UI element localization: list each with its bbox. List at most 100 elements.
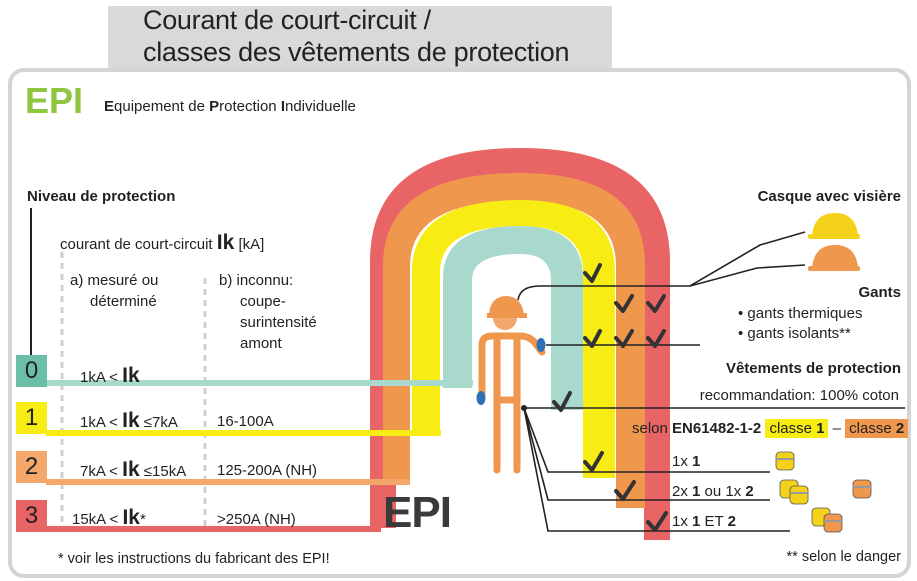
level-2-suffix: ≤15kA: [139, 463, 187, 480]
check-helmet-yellow: [583, 263, 602, 283]
title-line-2: classes des vêtements de protection: [143, 37, 570, 67]
selon-line: selon EN61482-1-2 classe 1 – classe 2: [632, 419, 909, 438]
level-0-prefix: 1kA <: [80, 369, 123, 386]
row3-num1: 1: [692, 513, 701, 530]
subtitle-rest-p: rotection: [219, 98, 281, 115]
level-bar-1: [46, 430, 441, 436]
check-glove-yellow: [583, 329, 602, 348]
classe-1-badge: classe 1: [765, 419, 829, 438]
level-3-ik: Ik: [122, 506, 140, 529]
clothing-row-1: 1x 1: [672, 453, 700, 470]
row3-prefix: 1x: [672, 513, 688, 530]
level-bar-2: [46, 479, 410, 485]
selon-norm: EN61482-1-2: [672, 420, 762, 437]
row1-num: 1: [692, 453, 701, 470]
check-cloth-orange: [614, 480, 636, 501]
epi-subtitle: Equipement de Protection Individuelle: [104, 98, 356, 115]
arch-orange: [383, 173, 645, 508]
check-marks: [552, 263, 668, 532]
level-1-ik: Ik: [122, 409, 140, 432]
classe-2-badge: classe 2: [845, 419, 909, 438]
vetements-label: Vêtements de protection: [725, 360, 901, 377]
check-glove-orange: [614, 329, 634, 348]
classe-1-num: 1: [816, 420, 825, 437]
check-cloth-teal: [552, 391, 572, 412]
level-0-range: 1kA < Ik: [80, 364, 140, 388]
level-1-prefix: 1kA <: [80, 414, 123, 431]
classe-2-num: 2: [895, 420, 905, 437]
level-box-3: 3: [16, 500, 47, 532]
gants-label: Gants: [858, 284, 901, 301]
helmet-icon-yellow: [808, 213, 860, 239]
level-2-prefix: 7kA <: [80, 463, 123, 480]
row3-mid: ET: [704, 513, 724, 530]
row2-num2: 2: [745, 483, 754, 500]
casque-label: Casque avec visière: [757, 188, 901, 205]
title-line-1: Courant de court-circuit /: [143, 5, 431, 35]
level-3-fuse: >250A (NH): [217, 511, 296, 528]
col-b-line1: b) inconnu:: [219, 272, 294, 289]
col-b-line4: amont: [240, 335, 282, 352]
classe-1-label: classe: [769, 420, 812, 437]
level-box-0: 0: [16, 355, 47, 387]
col-b-line2: coupe-: [240, 293, 286, 310]
recommandation-text: recommandation: 100% coton: [699, 387, 899, 404]
connector-node: [521, 405, 527, 411]
level-2-ik: Ik: [122, 458, 140, 481]
level-0-ik: Ik: [122, 364, 140, 387]
courant-unit: [kA]: [238, 236, 265, 253]
courant-text: courant de court-circuit: [60, 236, 213, 253]
gants-item-1: • gants thermiques: [738, 305, 863, 322]
col-a-line2: déterminé: [90, 293, 157, 310]
classe-dash: –: [832, 420, 841, 437]
epi-heading: EPI: [25, 80, 84, 121]
gants-item-2: • gants isolants**: [738, 325, 851, 342]
arch-yellow: [412, 200, 615, 478]
jacket-icon-combo: [811, 507, 843, 533]
level-bar-3: [46, 526, 381, 532]
content-frame: [8, 68, 911, 578]
check-helmet-red: [646, 294, 666, 313]
level-2-fuse: 125-200A (NH): [217, 462, 318, 479]
subtitle-initial-e: E: [104, 98, 115, 115]
subtitle-initial-p: P: [209, 98, 220, 115]
level-2-range: 7kA < Ik ≤15kA: [80, 458, 186, 482]
courant-ik-symbol: Ik: [216, 231, 235, 254]
clothing-row-3: 1x 1 ET 2: [672, 513, 736, 530]
col-b-line3: surintensité: [240, 314, 317, 331]
jacket-icon-yellow-2: [779, 479, 809, 505]
row1-prefix: 1x: [672, 453, 688, 470]
connector-lines: [517, 231, 905, 532]
classe-2-label: classe: [849, 420, 892, 437]
level-3-prefix: 15kA <: [72, 511, 123, 528]
check-cloth-red: [646, 511, 668, 532]
row2-num1: 1: [692, 483, 701, 500]
row3-num2: 2: [727, 513, 736, 530]
level-3-range: 15kA < Ik*: [72, 506, 146, 530]
jacket-icon-orange-1: [852, 479, 872, 499]
courant-label: courant de court-circuit Ik [kA]: [60, 231, 264, 255]
level-1-fuse: 16-100A: [217, 413, 274, 430]
level-box-1: 1: [16, 402, 47, 434]
level-3-suffix: *: [139, 511, 146, 528]
niveau-label: Niveau de protection: [27, 188, 176, 205]
check-helmet-orange: [614, 294, 634, 313]
col-a-line1: a) mesuré ou: [70, 272, 159, 289]
level-box-2: 2: [16, 451, 47, 483]
check-cloth-yellow: [583, 451, 604, 472]
subtitle-rest-i: ndividuelle: [284, 98, 356, 115]
row2-mid: ou 1x: [704, 483, 742, 500]
level-bar-0: [46, 380, 473, 386]
subtitle-rest-e: quipement de: [114, 98, 210, 115]
level-1-suffix: ≤7kA: [139, 414, 178, 431]
helmet-icon-orange: [808, 245, 860, 271]
level-1-range: 1kA < Ik ≤7kA: [80, 409, 178, 433]
row2-prefix: 2x: [672, 483, 688, 500]
subtitle-initial-i: I: [280, 98, 285, 115]
title-box: [108, 6, 612, 72]
selon-prefix: selon: [632, 420, 668, 437]
footnote-right: ** selon le danger: [786, 549, 901, 565]
epi-big-label: EPI: [383, 488, 452, 537]
footnote-left: * voir les instructions du fabricant des…: [58, 551, 330, 567]
